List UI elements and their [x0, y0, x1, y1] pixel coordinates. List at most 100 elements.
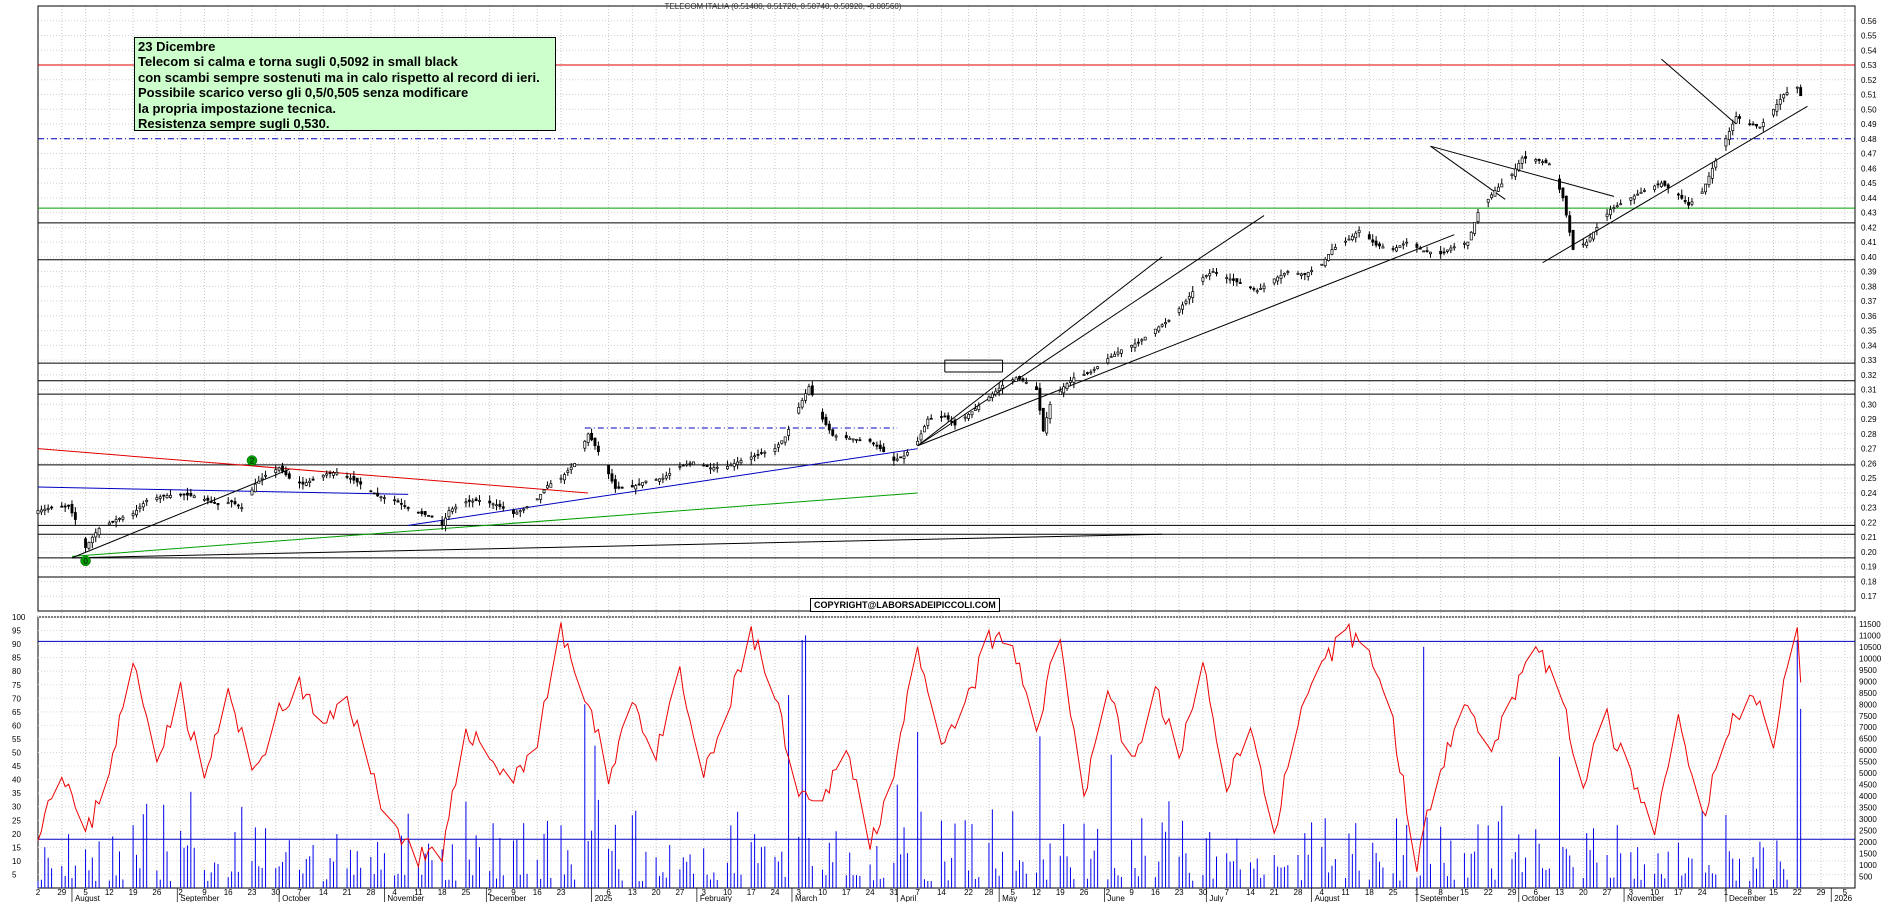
price-bar-body: [90, 536, 94, 544]
price-bar-body: [379, 496, 383, 499]
price-bar-body: [420, 511, 424, 514]
volume-tick-label: 11500: [1859, 620, 1881, 629]
price-bar-body: [1320, 263, 1324, 266]
x-day-label: 3: [1629, 888, 1634, 897]
x-day-label: 22: [1484, 888, 1493, 897]
x-day-label: 17: [1674, 888, 1683, 897]
note-line: Resistenza sempre sugli 0,530.: [138, 116, 330, 132]
price-bar-body: [661, 477, 665, 480]
price-bar-body: [987, 396, 991, 402]
price-bar-body: [736, 461, 740, 465]
price-bar-body: [1592, 231, 1595, 240]
oscillator-tick-label: 15: [12, 843, 21, 852]
price-bar-body: [1282, 273, 1286, 276]
price-tick-label: 0.48: [1861, 135, 1877, 144]
oscillator-tick-label: 65: [12, 708, 21, 717]
price-bar-body: [1357, 229, 1361, 233]
x-day-label: 25: [1389, 888, 1398, 897]
price-bar-body: [216, 502, 220, 506]
price-bar-body: [851, 438, 855, 441]
price-bar-body: [114, 519, 118, 523]
price-bar-body: [1191, 291, 1195, 298]
price-bar-body: [1058, 390, 1062, 395]
price-bar-body: [1415, 243, 1419, 248]
price-bar-body: [1778, 99, 1782, 105]
price-bar-body: [328, 472, 332, 474]
price-bar-body: [1113, 353, 1117, 357]
price-bar-body: [1255, 290, 1259, 293]
price-bar-body: [875, 444, 879, 447]
price-bar-body: [39, 509, 43, 513]
price-bar-body: [1588, 236, 1592, 242]
annotation-note: 23 Dicembre Telecom si calma e torna sug…: [134, 37, 556, 131]
price-bar-body: [1666, 184, 1670, 189]
price-bar-body: [182, 493, 186, 496]
marker-circle: [80, 555, 91, 567]
x-day-label: 16: [1151, 888, 1160, 897]
price-bar-body: [902, 455, 906, 459]
price-bar-body: [688, 462, 692, 465]
price-bar-body: [1544, 159, 1548, 164]
price-bar-body: [1395, 247, 1398, 252]
price-bar-body: [1235, 278, 1239, 283]
volume-tick-label: 3500: [1859, 804, 1877, 813]
price-bar-body: [1225, 277, 1229, 279]
x-day-label: 30: [1198, 888, 1207, 897]
price-bar-body: [919, 433, 923, 441]
price-bar-body: [1659, 182, 1663, 187]
x-day-label: 31: [889, 888, 898, 897]
volume-tick-label: 500: [1859, 873, 1873, 882]
price-bar-body: [827, 423, 831, 431]
price-bar-body: [522, 508, 526, 511]
price-bar-body: [1259, 288, 1263, 290]
x-day-label: 6: [606, 888, 611, 897]
price-bar-body: [546, 485, 549, 489]
price-bar-body: [1595, 226, 1599, 231]
price-bar-body: [1748, 123, 1752, 126]
price-bar-body: [1204, 275, 1208, 277]
price-tick-label: 0.39: [1861, 268, 1877, 277]
price-bar-body: [1714, 160, 1718, 168]
price-bar-body: [430, 515, 434, 518]
price-bar-body: [1571, 229, 1575, 250]
price-bar-body: [855, 438, 858, 441]
price-bar-body: [848, 438, 852, 440]
volume-tick-label: 2500: [1859, 827, 1877, 836]
price-bar-body: [946, 415, 950, 420]
price-bar-body: [776, 444, 780, 448]
price-bar-body: [359, 481, 363, 485]
price-bar-body: [352, 476, 356, 481]
price-bar-body: [1116, 351, 1120, 355]
price-bar-body: [872, 442, 875, 445]
trend-line: [1661, 58, 1737, 125]
price-tick-label: 0.52: [1861, 76, 1877, 85]
price-bar-body: [474, 498, 478, 502]
x-month-label: April: [900, 894, 916, 902]
x-day-label: 21: [343, 888, 352, 897]
price-bar-body: [1700, 191, 1704, 194]
price-bar-body: [118, 517, 121, 520]
price-bar-body: [1452, 246, 1456, 249]
price-bar-body: [1279, 274, 1283, 279]
x-day-label: 2: [487, 888, 492, 897]
price-bar-body: [692, 461, 695, 466]
price-bar-body: [141, 503, 145, 508]
volume-tick-label: 9500: [1859, 666, 1877, 675]
note-line: Possibile scarico verso gli 0,5/0,505 se…: [138, 85, 469, 101]
x-month-label: December: [489, 894, 526, 902]
volume-tick-label: 1500: [1859, 850, 1877, 859]
price-bar-body: [158, 496, 162, 499]
oscillator-tick-label: 60: [12, 721, 21, 730]
price-bar-body: [549, 483, 553, 488]
price-bar-body: [705, 464, 709, 468]
x-month-label: September: [180, 894, 219, 902]
oscillator-tick-label: 35: [12, 789, 21, 798]
price-bar-body: [1449, 247, 1453, 251]
price-bar-body: [1276, 276, 1280, 282]
price-tick-label: 0.36: [1861, 312, 1877, 321]
oscillator-tick-label: 5: [12, 870, 17, 879]
price-bar-body: [50, 506, 54, 509]
x-day-label: 20: [652, 888, 661, 897]
price-bar-body: [467, 499, 471, 502]
